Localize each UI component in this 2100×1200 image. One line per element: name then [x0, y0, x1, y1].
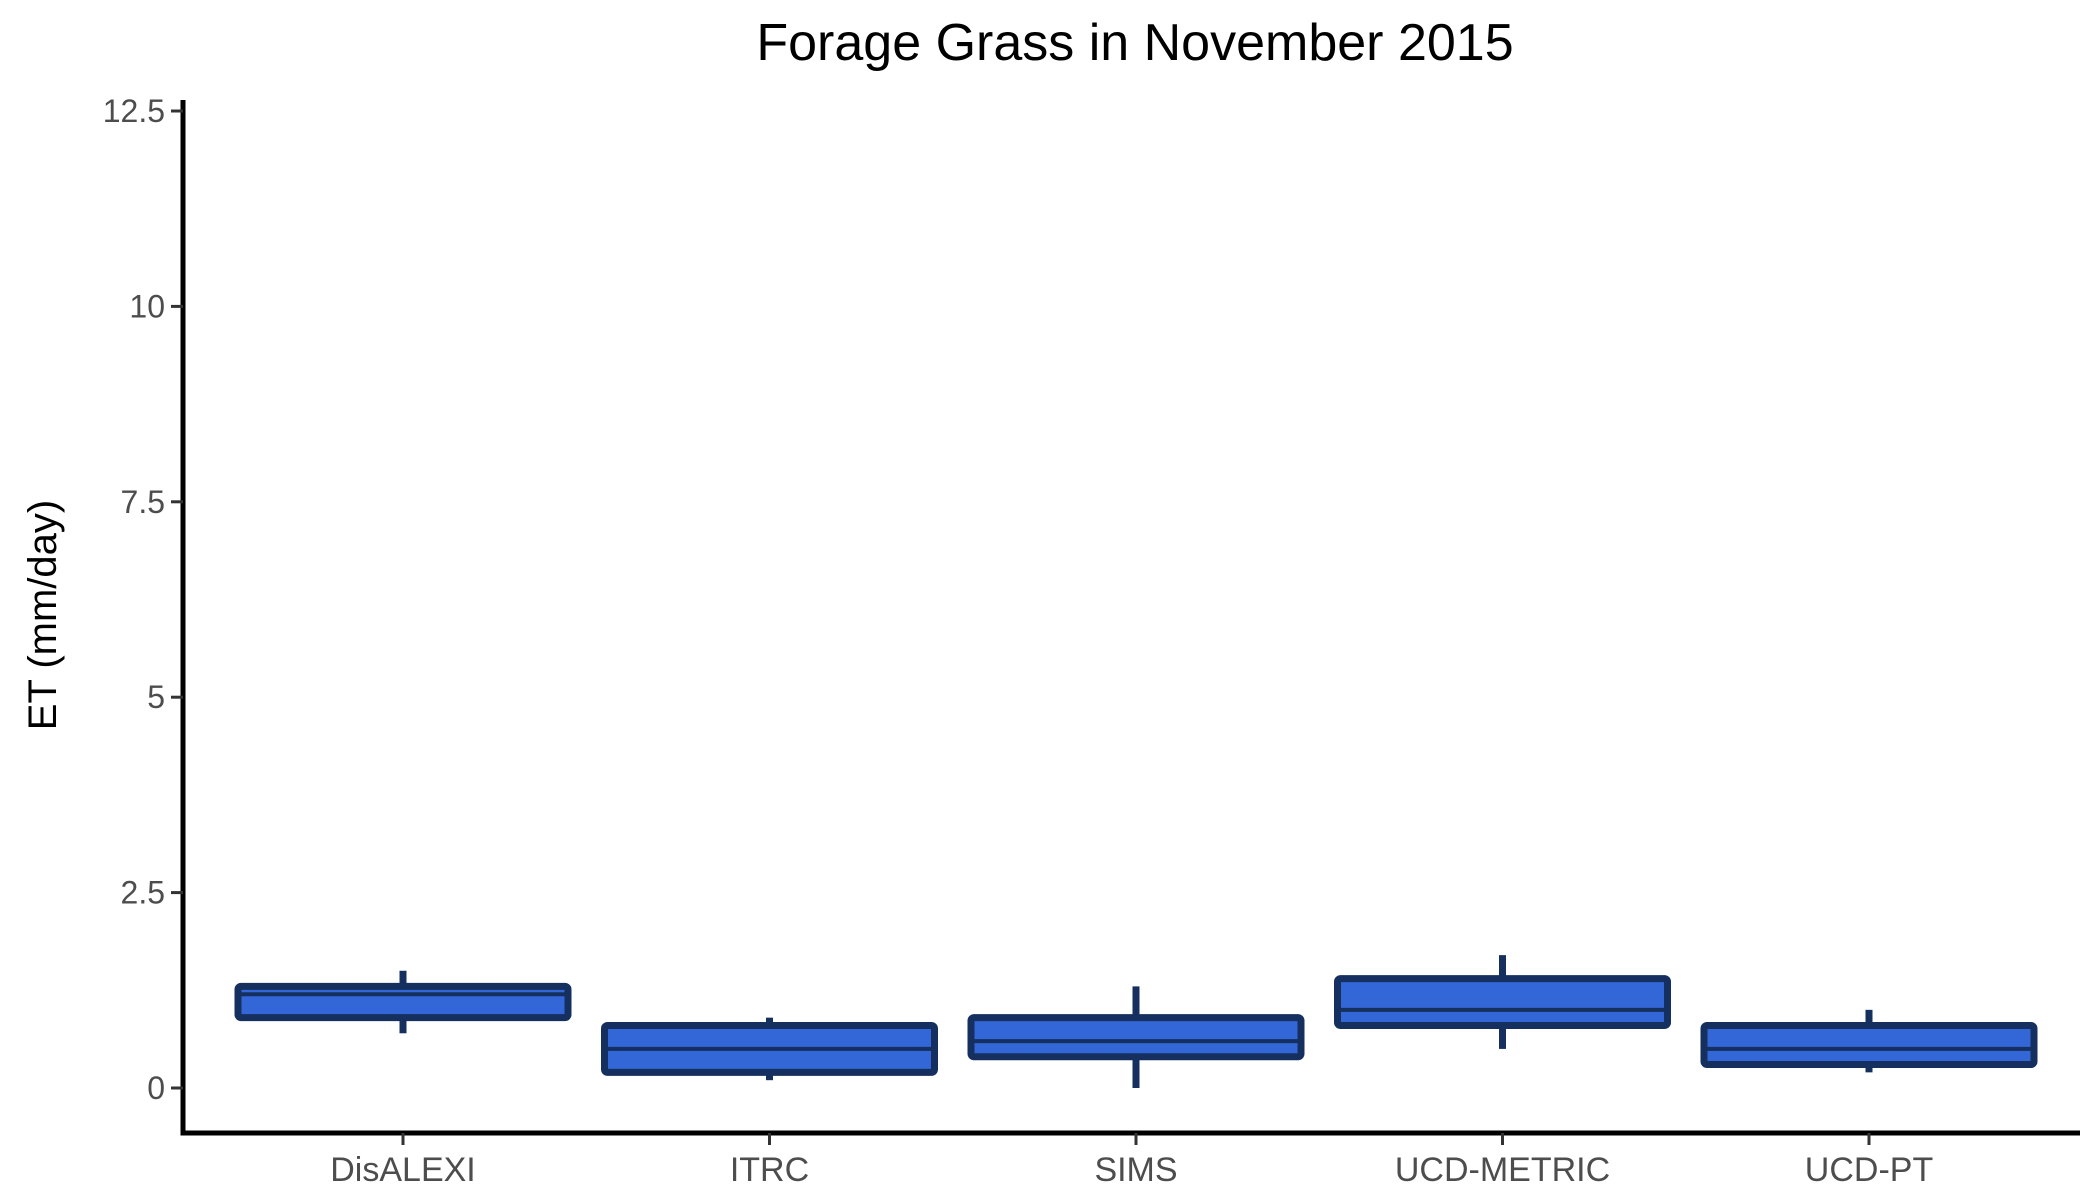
plot-area: 0 2.5 5 7.5 10 12.5 DisALEXI ITRC SIMS UCD-METRIC… — [103, 93, 2080, 1189]
box-iqr — [1334, 975, 1671, 1029]
box-iqr — [1700, 1021, 2038, 1069]
x-tick-label: SIMS — [1094, 1151, 1177, 1189]
y-tick-label: 12.5 — [103, 93, 165, 129]
box-ucd-metric — [1334, 955, 1671, 1049]
x-tick-label: UCD-PT — [1805, 1151, 1933, 1189]
y-tick-label: 2.5 — [121, 875, 165, 911]
y-tick-label: 7.5 — [121, 484, 165, 520]
box-disalexi — [234, 970, 572, 1034]
y-axis-label: ET (mm/day) — [21, 500, 65, 730]
x-tick-label: DisALEXI — [330, 1151, 476, 1189]
box-iqr — [967, 1014, 1305, 1061]
chart-title: Forage Grass in November 2015 — [756, 14, 1513, 72]
x-tick-label: UCD-METRIC — [1395, 1151, 1610, 1189]
box-ucd-pt — [1700, 1009, 2038, 1073]
box-itrc — [601, 1017, 938, 1081]
y-tick-label: 10 — [129, 288, 165, 324]
box-sims — [967, 986, 1305, 1088]
x-tick-label: ITRC — [730, 1151, 809, 1189]
y-tick-label: 5 — [147, 679, 165, 715]
box-iqr — [234, 982, 572, 1022]
y-tick-label: 0 — [147, 1070, 165, 1106]
